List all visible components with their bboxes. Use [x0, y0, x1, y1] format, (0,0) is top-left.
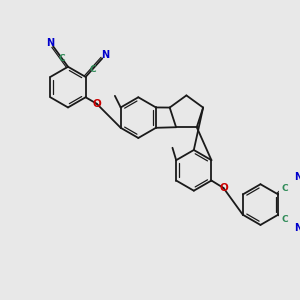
Text: N: N: [295, 224, 300, 233]
Text: O: O: [92, 99, 101, 109]
Text: C: C: [282, 215, 288, 224]
Text: N: N: [46, 38, 55, 48]
Text: N: N: [101, 50, 110, 60]
Text: C: C: [282, 184, 288, 193]
Text: N: N: [294, 172, 300, 182]
Text: C: C: [89, 64, 96, 74]
Text: C: C: [58, 54, 65, 63]
Text: O: O: [219, 183, 228, 193]
